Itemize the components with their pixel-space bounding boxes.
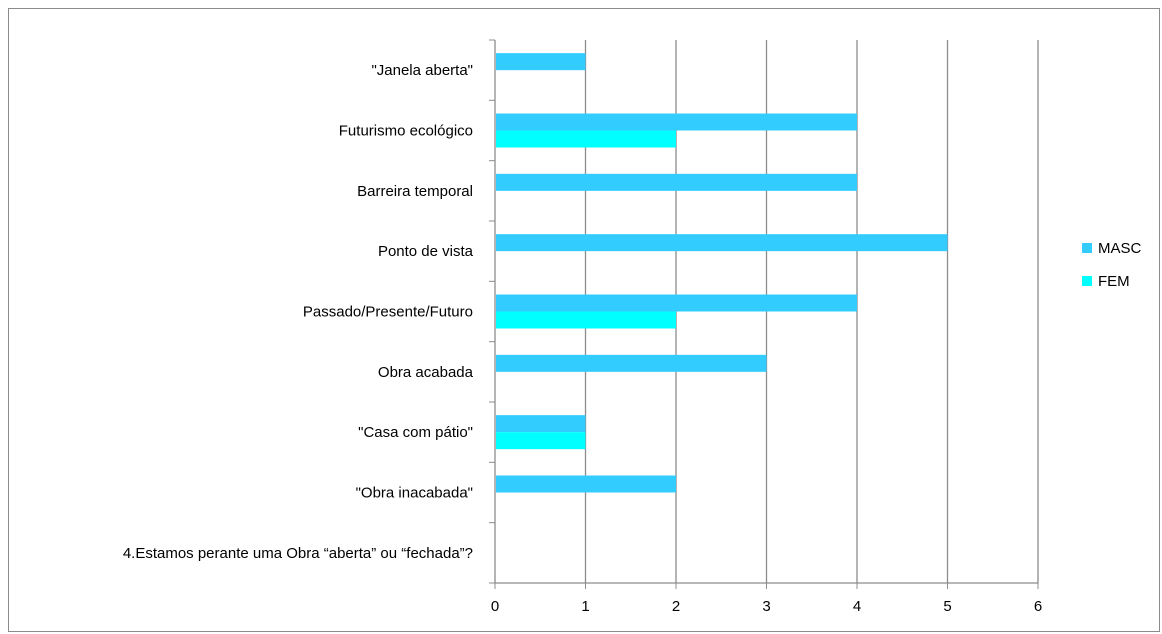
legend-label: FEM xyxy=(1098,273,1130,290)
bar-masc xyxy=(496,415,586,433)
category-label: 4.Estamos perante uma Obra “aberta” ou “… xyxy=(123,545,473,562)
category-label: "Obra inacabada" xyxy=(356,485,473,502)
category-label: "Janela aberta" xyxy=(371,62,473,79)
bar-masc xyxy=(496,234,948,252)
category-label: Ponto de vista xyxy=(378,243,474,260)
tick-labels: 0 1 2 3 4 5 6 xyxy=(491,598,1042,615)
bar-fem xyxy=(496,311,676,329)
x-tick-label: 4 xyxy=(853,598,861,615)
category-label: Futurismo ecológico xyxy=(339,123,473,140)
axes xyxy=(489,39,1039,589)
category-label: Obra acabada xyxy=(378,364,474,381)
legend-label: MASC xyxy=(1098,240,1142,257)
bar-fem xyxy=(496,130,676,148)
bar-masc xyxy=(496,354,767,372)
legend: MASC FEM xyxy=(1082,240,1142,290)
category-label: Barreira temporal xyxy=(357,183,473,200)
bar-masc xyxy=(496,294,857,312)
bar-masc xyxy=(496,173,857,191)
x-tick-label: 2 xyxy=(672,598,680,615)
x-tick-label: 5 xyxy=(943,598,951,615)
bar-masc xyxy=(496,53,586,71)
bar-fem xyxy=(496,432,586,450)
bars xyxy=(496,53,948,493)
legend-swatch-fem xyxy=(1082,276,1092,286)
bar-masc xyxy=(496,475,676,493)
category-label: Passado/Presente/Futuro xyxy=(303,304,473,321)
legend-swatch-masc xyxy=(1082,243,1092,253)
x-tick-label: 6 xyxy=(1034,598,1042,615)
x-tick-label: 0 xyxy=(491,598,499,615)
bar-masc xyxy=(496,113,857,131)
x-tick-label: 3 xyxy=(762,598,770,615)
category-labels: "Janela aberta" Futurismo ecológico Barrei… xyxy=(123,62,474,562)
category-label: "Casa com pátio" xyxy=(358,424,473,441)
x-tick-label: 1 xyxy=(581,598,589,615)
